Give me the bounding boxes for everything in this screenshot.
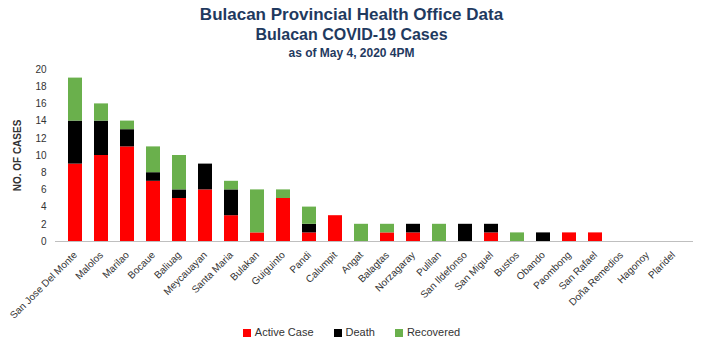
svg-text:San Ildefonso: San Ildefonso	[418, 249, 470, 301]
svg-text:Malolos: Malolos	[73, 249, 105, 281]
svg-text:14: 14	[35, 115, 47, 126]
svg-text:Pulilan: Pulilan	[414, 249, 444, 279]
html-text:as of May 4, 2020 4PM: as of May 4, 2020 4PM	[288, 46, 415, 60]
svg-text:Pandi: Pandi	[287, 249, 314, 276]
html-text:Death: Death	[345, 326, 375, 338]
svg-text:2: 2	[41, 219, 47, 230]
svg-text:Balagtas: Balagtas	[355, 249, 392, 285]
svg-text:Hagonoy: Hagonoy	[615, 249, 651, 285]
svg-text:Santa Maria: Santa Maria	[189, 249, 235, 295]
svg-text:10: 10	[35, 150, 47, 161]
svg-text:Angat: Angat	[338, 249, 366, 276]
html-text:Recovered: Recovered	[406, 326, 461, 338]
html-text:Active Case: Active Case	[254, 326, 314, 338]
svg-text:0: 0	[41, 236, 47, 247]
svg-text:20: 20	[35, 64, 47, 75]
svg-text:Calumpit: Calumpit	[303, 249, 339, 285]
svg-text:Marilao: Marilao	[100, 249, 132, 281]
html-text:Bulacan Provincial Health Offi: Bulacan Provincial Health Office Data	[199, 5, 504, 24]
svg-text:Norzagaray: Norzagaray	[373, 249, 417, 293]
svg-text:San Jose Del Monte: San Jose Del Monte	[8, 249, 80, 321]
svg-text:Meycauayan: Meycauayan	[161, 249, 210, 298]
svg-text:Paombong: Paombong	[531, 249, 574, 292]
html-text:Bulacan COVID-19 Cases: Bulacan COVID-19 Cases	[255, 26, 448, 43]
svg-text:San Miguel: San Miguel	[452, 249, 495, 292]
svg-text:San Rafael: San Rafael	[556, 249, 600, 292]
svg-text:NO. OF CASES: NO. OF CASES	[12, 119, 23, 191]
svg-text:Guiguinto: Guiguinto	[249, 249, 287, 287]
svg-text:6: 6	[41, 184, 47, 195]
svg-text:Doña Remedios: Doña Remedios	[566, 249, 626, 308]
svg-text:Bustos: Bustos	[491, 249, 522, 279]
svg-text:Bocaue: Bocaue	[125, 249, 157, 281]
svg-text:8: 8	[41, 167, 47, 178]
svg-text:Baliuag: Baliuag	[151, 249, 184, 281]
svg-text:4: 4	[41, 201, 47, 212]
svg-text:12: 12	[35, 133, 47, 144]
svg-text:16: 16	[35, 98, 47, 109]
svg-text:Bulakan: Bulakan	[227, 249, 262, 283]
svg-text:Obando: Obando	[514, 249, 548, 283]
svg-text:18: 18	[35, 81, 47, 92]
svg-text:Plaridel: Plaridel	[646, 249, 677, 280]
